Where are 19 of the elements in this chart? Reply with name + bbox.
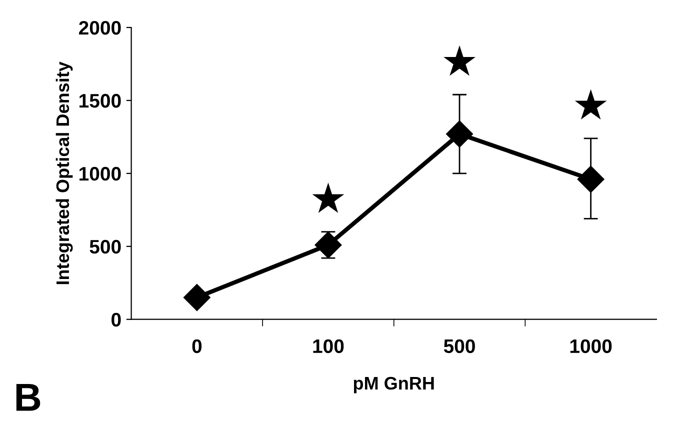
y-tick-label: 1500 bbox=[80, 94, 121, 108]
y-axis-title: Integrated Optical Density bbox=[56, 62, 73, 284]
x-tick-label: 1000 bbox=[570, 339, 612, 354]
x-axis-title: pM GnRH bbox=[354, 376, 434, 394]
y-tick-label: 500 bbox=[90, 240, 121, 254]
x-tick-label: 0 bbox=[192, 339, 202, 354]
point bbox=[183, 284, 210, 311]
annotation: ★ bbox=[312, 182, 344, 213]
annotation: ★ bbox=[444, 45, 476, 76]
point bbox=[446, 120, 473, 148]
text: B bbox=[16, 384, 40, 411]
point bbox=[314, 231, 342, 258]
y-tick-label: 0 bbox=[112, 312, 121, 327]
y-tick-label: 2000 bbox=[78, 20, 121, 35]
x-tick-label: 500 bbox=[444, 339, 475, 354]
x-tick-label: 100 bbox=[313, 339, 344, 354]
point bbox=[577, 166, 604, 193]
annotation: ★ bbox=[574, 89, 607, 120]
y-tick-label: 1000 bbox=[80, 166, 121, 181]
